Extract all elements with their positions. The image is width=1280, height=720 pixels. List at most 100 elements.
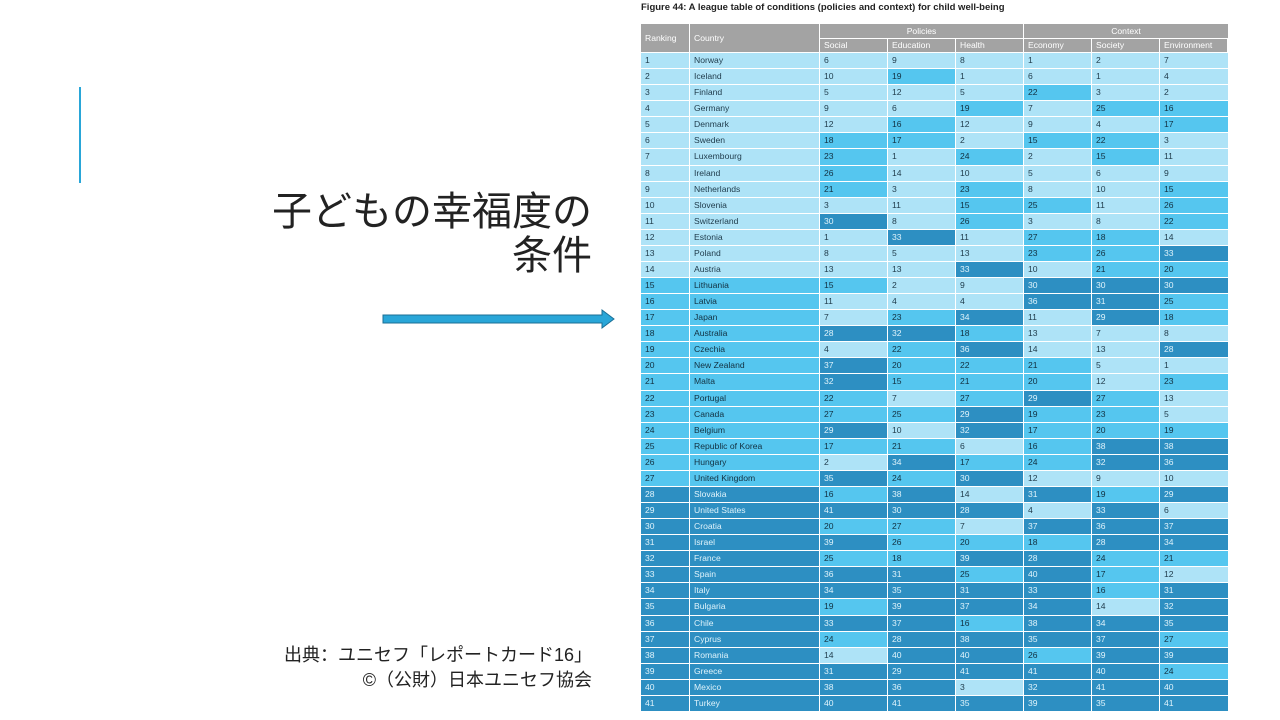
score: 9 xyxy=(1092,470,1159,486)
score: 14 xyxy=(956,486,1023,503)
score: 34 xyxy=(888,454,955,470)
score: 38 xyxy=(956,631,1023,647)
score: 20 xyxy=(820,519,887,535)
score: 5 xyxy=(820,85,887,101)
score: 19 xyxy=(1160,422,1228,438)
score: 39 xyxy=(956,551,1023,567)
score: 16 xyxy=(956,615,1023,631)
score: 38 xyxy=(1160,438,1228,454)
score: 10 xyxy=(820,69,887,85)
score: 19 xyxy=(1024,406,1091,422)
score: 8 xyxy=(1024,181,1091,197)
country: Italy xyxy=(690,583,819,599)
ranking: 32 xyxy=(641,551,689,567)
score: 37 xyxy=(1024,519,1091,535)
score: 2 xyxy=(888,278,955,294)
score: 15 xyxy=(1092,149,1159,165)
country: Israel xyxy=(690,535,819,551)
country: Ireland xyxy=(690,165,819,181)
source-line: ©（公財）日本ユニセフ協会 xyxy=(362,670,592,690)
country: Denmark xyxy=(690,117,819,133)
country: Canada xyxy=(690,406,819,422)
score: 34 xyxy=(1024,599,1091,615)
ranking: 20 xyxy=(641,358,689,374)
score: 16 xyxy=(1092,583,1159,599)
score: 32 xyxy=(1160,599,1228,615)
score: 36 xyxy=(1024,294,1091,310)
score: 28 xyxy=(1160,342,1228,358)
score: 12 xyxy=(956,117,1023,133)
group-header: Policies xyxy=(820,24,1023,38)
score: 24 xyxy=(888,470,955,486)
score: 32 xyxy=(888,326,955,342)
score: 24 xyxy=(1092,551,1159,567)
ranking: 29 xyxy=(641,503,689,519)
country: Poland xyxy=(690,245,819,261)
score: 26 xyxy=(1092,245,1159,261)
score: 9 xyxy=(1160,165,1228,181)
score: 19 xyxy=(956,101,1023,117)
column-header: Environment xyxy=(1160,39,1227,52)
score: 23 xyxy=(1092,406,1159,422)
score: 8 xyxy=(820,245,887,261)
score: 35 xyxy=(820,470,887,486)
score: 38 xyxy=(888,486,955,503)
column-header: Education xyxy=(888,39,955,52)
score: 11 xyxy=(956,229,1023,245)
score: 19 xyxy=(888,69,955,85)
score: 41 xyxy=(1160,695,1228,711)
score: 11 xyxy=(1160,149,1228,165)
score: 39 xyxy=(888,599,955,615)
country: Portugal xyxy=(690,390,819,406)
score: 29 xyxy=(1160,486,1228,503)
score: 10 xyxy=(1024,261,1091,277)
country: Bulgaria xyxy=(690,599,819,615)
country: Belgium xyxy=(690,422,819,438)
score: 4 xyxy=(1024,503,1091,519)
score: 30 xyxy=(956,470,1023,486)
ranking: 37 xyxy=(641,631,689,647)
score: 27 xyxy=(888,519,955,535)
score: 15 xyxy=(1160,181,1228,197)
score: 35 xyxy=(1160,615,1228,631)
country: Greece xyxy=(690,663,819,679)
score: 40 xyxy=(1160,679,1228,695)
country: Croatia xyxy=(690,519,819,535)
score: 35 xyxy=(1024,631,1091,647)
ranking: 41 xyxy=(641,695,689,711)
score: 24 xyxy=(1160,663,1228,679)
score: 40 xyxy=(820,695,887,711)
score: 5 xyxy=(1092,358,1159,374)
score: 14 xyxy=(888,165,955,181)
ranking: 22 xyxy=(641,390,689,406)
score: 33 xyxy=(1160,245,1228,261)
score: 31 xyxy=(956,583,1023,599)
score: 29 xyxy=(956,406,1023,422)
score: 17 xyxy=(1092,567,1159,583)
score: 36 xyxy=(888,679,955,695)
score: 5 xyxy=(888,245,955,261)
score: 41 xyxy=(1092,679,1159,695)
source-line: 出典：ユニセフ「レポートカード16」 xyxy=(283,645,592,665)
ranking: 31 xyxy=(641,535,689,551)
score: 21 xyxy=(1024,358,1091,374)
score: 19 xyxy=(820,599,887,615)
ranking: 21 xyxy=(641,374,689,390)
country: Cyprus xyxy=(690,631,819,647)
score: 15 xyxy=(820,278,887,294)
score: 7 xyxy=(820,310,887,326)
score: 13 xyxy=(1092,342,1159,358)
score: 31 xyxy=(1092,294,1159,310)
score: 4 xyxy=(888,294,955,310)
country: Hungary xyxy=(690,454,819,470)
score: 29 xyxy=(888,663,955,679)
score: 3 xyxy=(956,679,1023,695)
country: Australia xyxy=(690,326,819,342)
score: 27 xyxy=(1092,390,1159,406)
country: France xyxy=(690,551,819,567)
score: 33 xyxy=(1024,583,1091,599)
score: 6 xyxy=(888,101,955,117)
score: 32 xyxy=(956,422,1023,438)
score: 31 xyxy=(1160,583,1228,599)
slide-title: 子どもの幸福度の 条件 xyxy=(200,190,592,278)
